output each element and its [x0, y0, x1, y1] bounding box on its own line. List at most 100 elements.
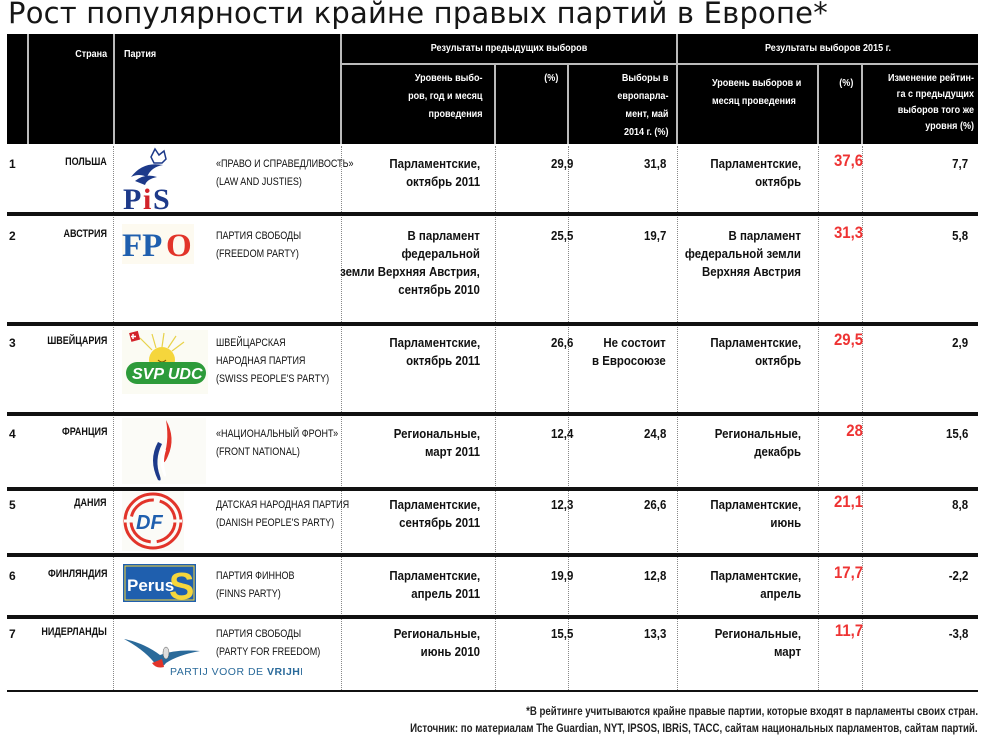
cur-level: Парламентские, июнь: [710, 497, 801, 530]
svg-text:S: S: [169, 566, 194, 602]
svp-udc-logo: SVP UDC: [122, 330, 208, 394]
rating-change: -2,2: [948, 568, 968, 583]
euro-pct: Не состоит в Евросоюзе: [592, 335, 666, 368]
header-party: Партия: [124, 48, 157, 60]
euro-pct: 19,7: [643, 228, 666, 243]
svg-text:S: S: [153, 183, 170, 211]
country-name: АВСТРИЯ: [63, 228, 107, 240]
party-name: ШВЕЙЦАРСКАЯ НАРОДНАЯ ПАРТИЯ (SWISS PEOPLE'…: [216, 337, 330, 385]
prev-level: Парламентские, сентябрь 2011: [389, 497, 480, 530]
header-cur-group: Результаты выборов 2015 г.: [765, 42, 891, 54]
pis-logo: P i S: [121, 147, 187, 216]
prev-pct: 15,5: [550, 626, 573, 641]
svg-text:FP: FP: [122, 228, 162, 264]
header-euro: Выборы в европарла-мент, май 2014 г. (%): [616, 72, 668, 138]
header-cur-level: Уровень выборов и месяц проведения: [712, 77, 802, 107]
row-divider: [7, 322, 978, 326]
header-country: Страна: [75, 48, 107, 60]
header-prev-group: Результаты предыдущих выборов: [430, 42, 588, 54]
svg-text:Perus: Perus: [127, 576, 174, 595]
cur-level: Парламентские, октябрь: [710, 335, 801, 368]
footnote: *В рейтинге учитываются крайне правые па…: [526, 706, 978, 718]
rating-change: 8,8: [952, 497, 968, 512]
country-name: ФИНЛЯНДИЯ: [47, 568, 107, 580]
df-logo: DF: [122, 491, 184, 551]
cur-level: Региональные, март: [714, 626, 801, 659]
header-divider: [817, 63, 819, 144]
header-divider: [567, 63, 569, 144]
row-divider: [7, 553, 978, 557]
rating-change: 15,6: [945, 426, 968, 441]
party-name: ДАТСКАЯ НАРОДНАЯ ПАРТИЯ (DANISH PEOPLE'S …: [216, 499, 350, 529]
country-name: ПОЛЬША: [65, 156, 107, 168]
row-divider: [7, 212, 978, 216]
prev-pct: 25,5: [550, 228, 573, 243]
fpo-logo: FP O: [122, 224, 194, 264]
country-name: НИДЕРЛАНДЫ: [41, 626, 107, 638]
column-divider: [568, 146, 569, 690]
svg-text:O: O: [166, 228, 192, 264]
column-divider: [341, 146, 342, 690]
party-name: «НАЦИОНАЛЬНЫЙ ФРОНТ» (FRONT NATIONAL): [216, 428, 339, 458]
page-title: Рост популярности крайне правых партий в…: [8, 0, 828, 30]
cur-pct: 28: [846, 421, 863, 440]
prev-level: В парламент федеральной земли Верхняя Авст…: [340, 228, 480, 297]
svg-text:PARTIJ VOOR DE VRIJHEID: PARTIJ VOOR DE VRIJHEID: [170, 666, 302, 678]
prev-level: Парламентские, октябрь 2011: [389, 156, 480, 189]
euro-pct: 12,8: [643, 568, 666, 583]
rating-change: 5,8: [952, 228, 968, 243]
prev-level: Региональные, июнь 2010: [393, 626, 480, 659]
row-number: 3: [9, 336, 16, 350]
party-name: ПАРТИЯ СВОБОДЫ (FREEDOM PARTY): [216, 230, 302, 260]
header-cur-pct: (%): [838, 77, 853, 89]
rating-change: 7,7: [952, 156, 968, 171]
source-note: Источник: по материалам The Guardian, NY…: [410, 723, 978, 735]
rating-change: 2,9: [952, 335, 968, 350]
svg-text:DF: DF: [136, 512, 163, 534]
prev-pct: 29,9: [550, 156, 573, 171]
cur-level: Региональные, декабрь: [714, 426, 801, 459]
cur-pct: 11,7: [834, 621, 863, 640]
prev-pct: 12,4: [550, 426, 573, 441]
header-divider: [27, 34, 29, 144]
country-name: ШВЕЙЦАРИЯ: [46, 335, 107, 347]
party-name: ПАРТИЯ ФИННОВ (FINNS PARTY): [216, 570, 295, 600]
column-divider: [495, 146, 496, 690]
prev-pct: 12,3: [550, 497, 573, 512]
cur-level: Парламентские, октябрь: [710, 156, 801, 189]
svg-text:i: i: [143, 183, 151, 211]
cur-pct: 37,6: [833, 151, 863, 170]
country-name: ФРАНЦИЯ: [61, 426, 107, 438]
row-divider: [7, 412, 978, 416]
euro-pct: 31,8: [643, 156, 666, 171]
row-divider: [7, 690, 978, 692]
row-number: 5: [9, 498, 16, 512]
header-divider: [113, 34, 115, 144]
prev-level: Парламентские, октябрь 2011: [389, 335, 480, 368]
header-divider: [340, 63, 978, 65]
header-divider: [340, 34, 342, 144]
party-name: ПАРТИЯ СВОБОДЫ (PARTY FOR FREEDOM): [216, 628, 321, 658]
party-name: «ПРАВО И СПРАВЕДЛИВОСТЬ» (LAW AND JUSTIES…: [216, 158, 354, 188]
euro-pct: 13,3: [643, 626, 666, 641]
table-header: Страна Партия Результаты предыдущих выбо…: [7, 34, 978, 144]
euro-pct: 24,8: [643, 426, 666, 441]
euro-pct: 26,6: [643, 497, 666, 512]
header-prev-pct: (%): [543, 72, 558, 84]
column-divider: [818, 146, 819, 690]
header-divider: [494, 63, 496, 144]
row-number: 6: [9, 569, 16, 583]
header-divider: [676, 34, 678, 144]
prev-level: Региональные, март 2011: [393, 426, 480, 459]
cur-level: В парламент федеральной земли Верхняя Авст…: [684, 228, 801, 279]
cur-pct: 31,3: [833, 223, 863, 242]
column-divider: [113, 146, 114, 690]
rating-change: -3,8: [948, 626, 968, 641]
svg-text:SVP UDC: SVP UDC: [132, 366, 203, 383]
prev-pct: 26,6: [550, 335, 573, 350]
row-divider: [7, 615, 978, 619]
perus-logo: Perus S: [123, 564, 196, 608]
front-national-logo: [122, 418, 206, 484]
row-number: 4: [9, 427, 16, 441]
prev-pct: 19,9: [550, 568, 573, 583]
